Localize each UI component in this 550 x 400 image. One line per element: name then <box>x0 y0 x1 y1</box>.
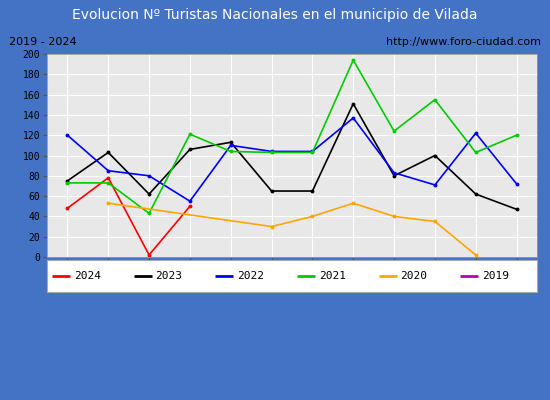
Text: 2020: 2020 <box>400 271 427 281</box>
Text: 2024: 2024 <box>74 271 101 281</box>
Text: 2021: 2021 <box>319 271 346 281</box>
Text: Evolucion Nº Turistas Nacionales en el municipio de Vilada: Evolucion Nº Turistas Nacionales en el m… <box>72 8 478 22</box>
Text: 2023: 2023 <box>156 271 183 281</box>
Text: 2019: 2019 <box>482 271 509 281</box>
Text: 2022: 2022 <box>237 271 265 281</box>
Text: http://www.foro-ciudad.com: http://www.foro-ciudad.com <box>386 37 541 47</box>
Text: 2019 - 2024: 2019 - 2024 <box>9 37 77 47</box>
